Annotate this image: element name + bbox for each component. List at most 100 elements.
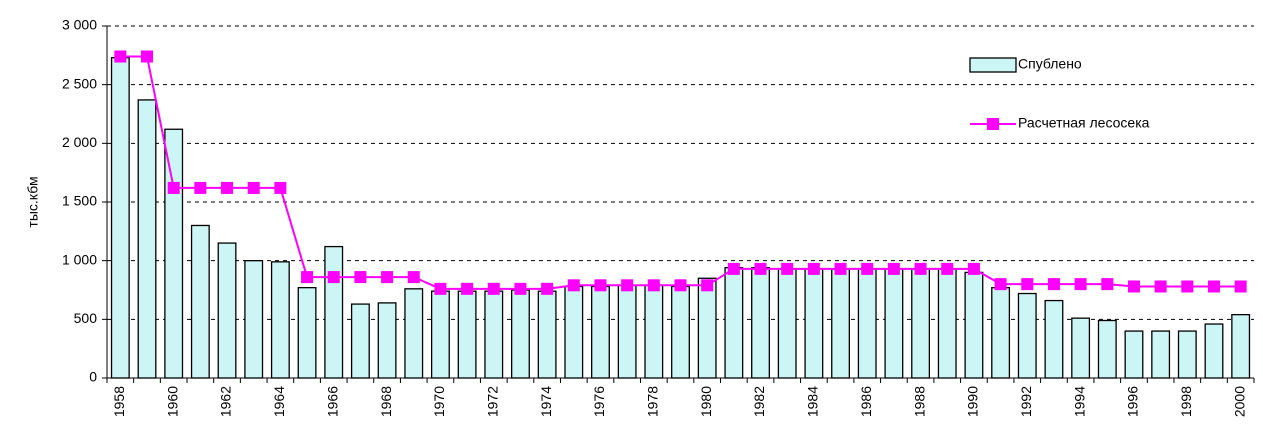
marker xyxy=(541,282,554,295)
bar xyxy=(911,268,931,379)
legend-swatch xyxy=(969,57,1017,73)
bar xyxy=(244,260,264,379)
y-tick-label: 3 000 xyxy=(62,17,97,33)
bar xyxy=(991,287,1011,379)
marker xyxy=(647,279,660,292)
x-tick-label: 1962 xyxy=(218,386,234,417)
bar xyxy=(1097,319,1117,379)
marker xyxy=(994,278,1007,291)
marker xyxy=(967,262,980,275)
marker xyxy=(1154,280,1167,293)
marker xyxy=(194,181,207,194)
bar xyxy=(1124,330,1144,379)
bar xyxy=(190,224,210,379)
marker xyxy=(274,181,287,194)
bar xyxy=(751,267,770,379)
x-tick-label: 1982 xyxy=(751,386,767,417)
marker xyxy=(914,262,927,275)
y-tick-label: 2 500 xyxy=(62,75,97,91)
marker xyxy=(594,279,607,292)
marker xyxy=(247,181,260,194)
marker xyxy=(461,282,474,295)
x-tick-label: 1984 xyxy=(805,386,821,417)
bar xyxy=(1177,330,1197,379)
bar xyxy=(270,261,290,379)
bar xyxy=(697,277,717,379)
bar xyxy=(644,284,664,379)
x-tick-label: 1992 xyxy=(1018,386,1034,417)
marker xyxy=(301,271,314,284)
x-tick-label: 1976 xyxy=(591,386,607,417)
marker xyxy=(487,282,500,295)
marker xyxy=(567,279,580,292)
bar xyxy=(1071,317,1091,379)
marker xyxy=(727,262,740,275)
bar xyxy=(937,268,957,379)
marker xyxy=(1207,280,1220,293)
bar xyxy=(857,268,877,379)
marker xyxy=(621,279,634,292)
x-tick-label: 1990 xyxy=(965,386,981,417)
bar xyxy=(777,268,797,379)
x-tick-label: 1978 xyxy=(645,386,661,417)
bar xyxy=(671,285,690,379)
marker xyxy=(327,271,340,284)
x-tick-label: 1960 xyxy=(164,386,180,417)
bar xyxy=(831,268,850,379)
x-tick-label: 2000 xyxy=(1231,386,1247,417)
y-tick-label: 1 500 xyxy=(62,193,97,209)
marker xyxy=(434,282,447,295)
marker xyxy=(1181,280,1194,293)
bar xyxy=(110,57,130,379)
bar xyxy=(164,128,184,379)
x-tick-label: 1988 xyxy=(911,386,927,417)
bar xyxy=(324,245,344,379)
marker xyxy=(1101,278,1114,291)
marker xyxy=(1234,280,1247,293)
bar xyxy=(591,285,610,379)
bar xyxy=(724,267,744,379)
bar xyxy=(1204,323,1224,379)
marker xyxy=(1021,278,1034,291)
x-tick-label: 1994 xyxy=(1071,386,1087,417)
marker xyxy=(1074,278,1087,291)
bar xyxy=(537,290,557,379)
bar xyxy=(377,302,397,379)
marker xyxy=(861,262,874,275)
marker xyxy=(381,271,394,284)
x-tick-label: 1974 xyxy=(538,386,554,417)
bar xyxy=(457,290,477,379)
y-tick-label: 2 000 xyxy=(62,134,97,150)
bar xyxy=(137,99,157,379)
bar xyxy=(617,284,637,379)
bar xyxy=(297,287,317,379)
x-tick-label: 1980 xyxy=(698,386,714,417)
marker xyxy=(754,262,767,275)
x-tick-label: 1970 xyxy=(431,386,447,417)
x-tick-label: 1986 xyxy=(858,386,874,417)
legend-swatch xyxy=(987,118,999,130)
marker xyxy=(1127,280,1140,293)
bar xyxy=(884,268,904,379)
x-tick-label: 1966 xyxy=(324,386,340,417)
x-tick-label: 1964 xyxy=(271,386,287,417)
marker xyxy=(887,262,900,275)
marker xyxy=(354,271,367,284)
marker xyxy=(514,282,527,295)
bar xyxy=(564,285,584,379)
y-tick-label: 500 xyxy=(74,310,98,326)
x-tick-label: 1958 xyxy=(111,386,127,417)
bar xyxy=(511,289,530,379)
y-axis-label: тыс.кбм xyxy=(25,176,41,227)
marker xyxy=(221,181,234,194)
x-tick-label: 1998 xyxy=(1178,386,1194,417)
x-tick-label: 1968 xyxy=(378,386,394,417)
x-tick-label: 1972 xyxy=(484,386,500,417)
line xyxy=(120,55,1241,290)
marker xyxy=(701,279,714,292)
bar xyxy=(1231,313,1251,379)
marker xyxy=(114,50,127,63)
bar xyxy=(1044,299,1064,379)
bar xyxy=(404,288,424,379)
